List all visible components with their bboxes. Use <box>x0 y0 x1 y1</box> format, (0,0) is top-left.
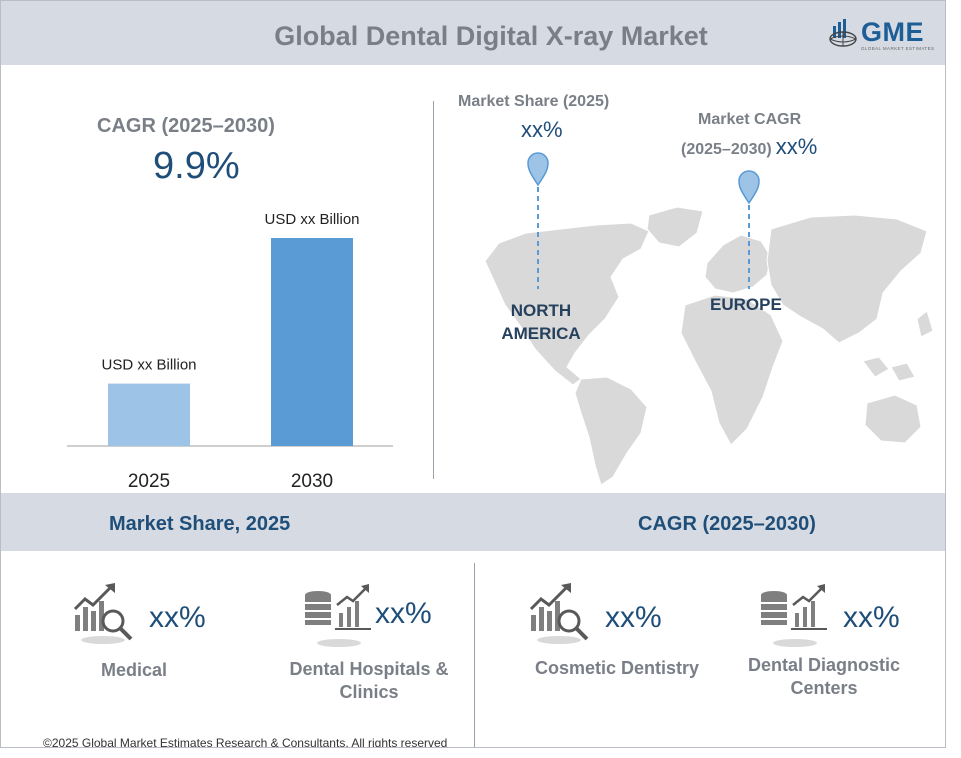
islands-shape <box>862 310 934 382</box>
market-cagr-value: xx% <box>775 134 818 159</box>
segment-value: xx% <box>375 597 432 630</box>
segment-dental-diagnostic: xx% <box>759 583 909 653</box>
segment-name-line2: Centers <box>790 678 858 698</box>
copyright-footer: ©2025 Global Market Estimates Research &… <box>43 736 448 748</box>
region-na-line2: AMERICA <box>501 324 581 343</box>
africa-shape <box>680 294 784 446</box>
europe-pin-icon <box>738 170 760 289</box>
x-tick-label: 2025 <box>128 471 170 492</box>
segment-name-line1: Cosmetic Dentistry <box>534 658 700 678</box>
infographic: Global Dental Digital X-ray Market GME G… <box>0 0 946 748</box>
market-cagr-label: Market CAGR <box>698 111 802 128</box>
bar-value-label: USD xx Billion <box>101 357 196 374</box>
cagr-value: 9.9% <box>153 145 240 187</box>
logo-text: GME <box>861 17 925 47</box>
segment-name: Cosmetic Dentistry <box>531 657 703 680</box>
segment-name-line1: Dental Hospitals & <box>289 659 449 679</box>
market-share-label: Market Share (2025) <box>458 93 610 110</box>
cagr-label: CAGR (2025–2030) <box>97 115 275 137</box>
segment-name-line1: Dental Diagnostic <box>747 655 901 675</box>
x-tick-label: 2030 <box>291 471 333 492</box>
bar-value-label: USD xx Billion <box>264 211 359 228</box>
region-na-line1: NORTH <box>510 301 572 320</box>
segment-cosmetic-dentistry: xx% <box>527 581 677 651</box>
bar-2030 <box>271 238 353 446</box>
market-cagr-period: (2025–2030) <box>681 141 772 158</box>
globe-icon <box>829 19 857 47</box>
market-share-heading: Market Share, 2025 <box>109 513 291 535</box>
market-cagr-line: (2025–2030) xx% <box>681 134 817 160</box>
segment-name: Dental Diagnostic Centers <box>738 654 910 700</box>
asia-shape <box>766 214 928 344</box>
australia-shape <box>864 394 922 444</box>
segment-name: Dental Hospitals & Clinics <box>283 658 455 704</box>
vertical-divider <box>433 101 434 479</box>
cagr-heading: CAGR (2025–2030) <box>638 513 816 535</box>
segment-name: Medical <box>59 659 209 682</box>
logo-subtext: GLOBAL MARKET ESTIMATES <box>861 46 935 51</box>
greenland-shape <box>646 206 704 248</box>
coins-chart-icon <box>305 584 371 647</box>
bar-2025 <box>108 383 190 446</box>
north-america-shape <box>484 222 650 386</box>
segment-value: xx% <box>843 601 900 634</box>
gme-logo: GME GLOBAL MARKET ESTIMATES <box>829 17 941 51</box>
chart-magnifier-icon <box>529 583 589 644</box>
region-north-america-label: NORTH AMERICA <box>491 299 591 345</box>
market-share-value: xx% <box>521 117 563 142</box>
segment-name-line1: Medical <box>100 660 168 680</box>
segment-value: xx% <box>605 601 662 634</box>
region-europe-label: EUROPE <box>710 295 782 314</box>
segment-medical: xx% <box>71 581 221 651</box>
header-band <box>1 1 945 65</box>
north-america-pin-icon <box>527 152 549 289</box>
world-map <box>484 206 934 486</box>
vertical-divider <box>474 563 475 747</box>
segment-value: xx% <box>149 601 206 634</box>
chart-magnifier-icon <box>73 583 133 644</box>
bar-chart: USD xx Billion 2025 USD xx Billion 2030 <box>67 211 393 492</box>
page-title: Global Dental Digital X-ray Market <box>274 21 708 51</box>
europe-shape <box>704 234 772 294</box>
segment-dental-hospitals: xx% <box>303 583 453 653</box>
section-band <box>1 493 945 551</box>
south-america-shape <box>574 376 648 486</box>
coins-chart-icon <box>761 584 827 647</box>
segment-name-line2: Clinics <box>339 682 399 702</box>
